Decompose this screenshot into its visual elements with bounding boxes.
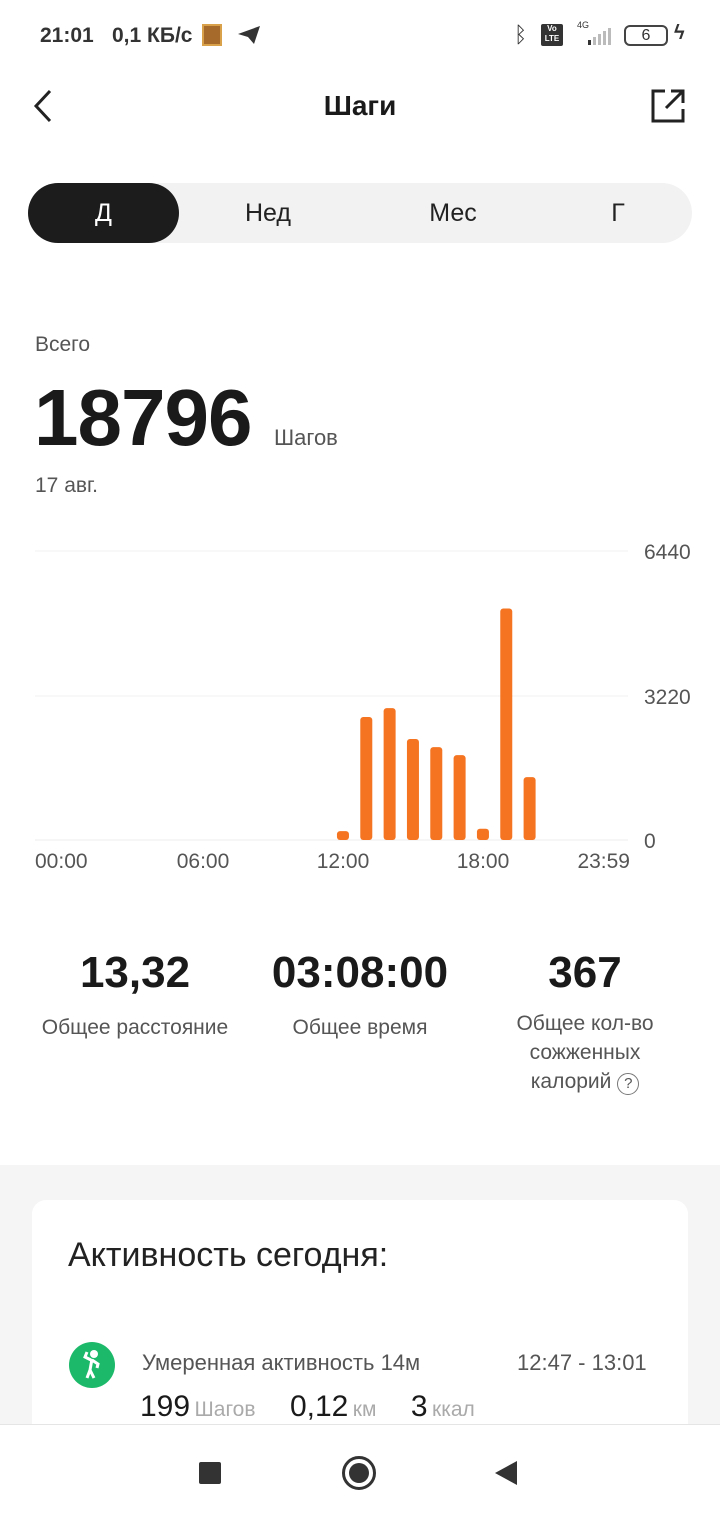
steps-chart: 6440 3220 0 00:00 06:00 12:00 18:00 23:5… bbox=[35, 541, 691, 873]
net-speed: 0,1 КБ/с bbox=[112, 24, 193, 47]
back-nav-button[interactable] bbox=[493, 1459, 519, 1487]
calories-label: Общее кол-во сожженных калорий ? bbox=[500, 1009, 670, 1096]
share-button[interactable] bbox=[650, 88, 686, 124]
activity-title: Активность сегодня: bbox=[68, 1236, 389, 1274]
x-tick: 23:59 bbox=[577, 850, 630, 873]
battery-icon: 6 bbox=[624, 25, 668, 46]
distance-label: Общее расстояние bbox=[41, 1016, 229, 1039]
x-tick: 18:00 bbox=[457, 850, 510, 873]
back-button[interactable] bbox=[30, 88, 56, 124]
x-tick: 00:00 bbox=[35, 850, 88, 873]
battery-level: 6 bbox=[641, 27, 651, 44]
activity-metrics: 199 Шагов 0,12 км 3 ккал bbox=[140, 1390, 475, 1424]
bar-hour-17[interactable] bbox=[453, 755, 466, 840]
help-icon[interactable]: ? bbox=[617, 1073, 640, 1095]
y-tick: 6440 bbox=[644, 541, 691, 564]
bar-hour-15[interactable] bbox=[406, 739, 419, 840]
bar-hour-16[interactable] bbox=[430, 747, 443, 840]
calories-label-text: Общее кол-во сожженных калорий bbox=[516, 1012, 654, 1093]
network-type: 4G bbox=[577, 20, 590, 30]
y-tick: 3220 bbox=[644, 686, 691, 709]
activity-name: Умеренная активность 14м bbox=[142, 1350, 421, 1375]
calories-value: 367 bbox=[548, 948, 622, 997]
activity-distance-unit: км bbox=[352, 1398, 377, 1421]
signal-icon bbox=[588, 28, 611, 45]
period-tabs: Д Нед Мес Г bbox=[28, 183, 692, 243]
y-tick: 0 bbox=[644, 830, 656, 853]
tab-day[interactable]: Д bbox=[28, 183, 179, 243]
recents-button[interactable] bbox=[199, 1462, 221, 1484]
activity-card: Активность сегодня: Умеренная активность… bbox=[32, 1200, 688, 1440]
total-unit: Шагов bbox=[274, 425, 338, 450]
time-label: Общее время bbox=[292, 1016, 428, 1039]
x-tick: 12:00 bbox=[317, 850, 370, 873]
volte-icon: Vo LTE bbox=[541, 24, 563, 46]
bar-hour-20[interactable] bbox=[523, 777, 536, 840]
bluetooth-icon: ᛒ bbox=[514, 22, 528, 47]
bar-hour-13[interactable] bbox=[360, 717, 373, 840]
summary-date: 17 авг. bbox=[35, 474, 98, 497]
activity-calories-unit: ккал bbox=[432, 1398, 475, 1421]
tab-month[interactable]: Мес bbox=[429, 199, 477, 227]
bar-hour-19[interactable] bbox=[500, 608, 513, 840]
tab-week[interactable]: Нед bbox=[245, 199, 291, 227]
x-tick: 06:00 bbox=[177, 850, 230, 873]
charging-icon: ϟ bbox=[674, 22, 685, 44]
activity-steps-unit: Шагов bbox=[194, 1398, 256, 1421]
time-value: 03:08:00 bbox=[271, 948, 449, 997]
tab-year[interactable]: Г bbox=[611, 199, 625, 227]
activity-distance: 0,12 bbox=[289, 1390, 349, 1423]
status-time: 21:01 bbox=[40, 24, 94, 47]
bar-hour-12[interactable] bbox=[336, 831, 349, 840]
total-steps: 18796 bbox=[34, 373, 252, 462]
page-title: Шаги bbox=[323, 90, 397, 121]
activity-time: 12:47 - 13:01 bbox=[517, 1350, 647, 1375]
bar-hour-18[interactable] bbox=[476, 828, 489, 840]
home-button[interactable] bbox=[342, 1456, 376, 1490]
status-bar: 21:01 0,1 КБ/с ᛒ Vo LTE 4G 6 ϟ bbox=[0, 0, 720, 70]
activity-steps: 199 bbox=[140, 1390, 191, 1423]
telegram-icon bbox=[238, 26, 260, 44]
walking-person-icon bbox=[69, 1342, 115, 1388]
app-notification-icon bbox=[202, 24, 222, 46]
activity-calories: 3 bbox=[410, 1390, 428, 1423]
system-nav-bar bbox=[0, 1424, 720, 1520]
bar-hour-14[interactable] bbox=[383, 708, 396, 840]
distance-value: 13,32 bbox=[79, 948, 191, 997]
total-label: Всего bbox=[35, 333, 91, 356]
